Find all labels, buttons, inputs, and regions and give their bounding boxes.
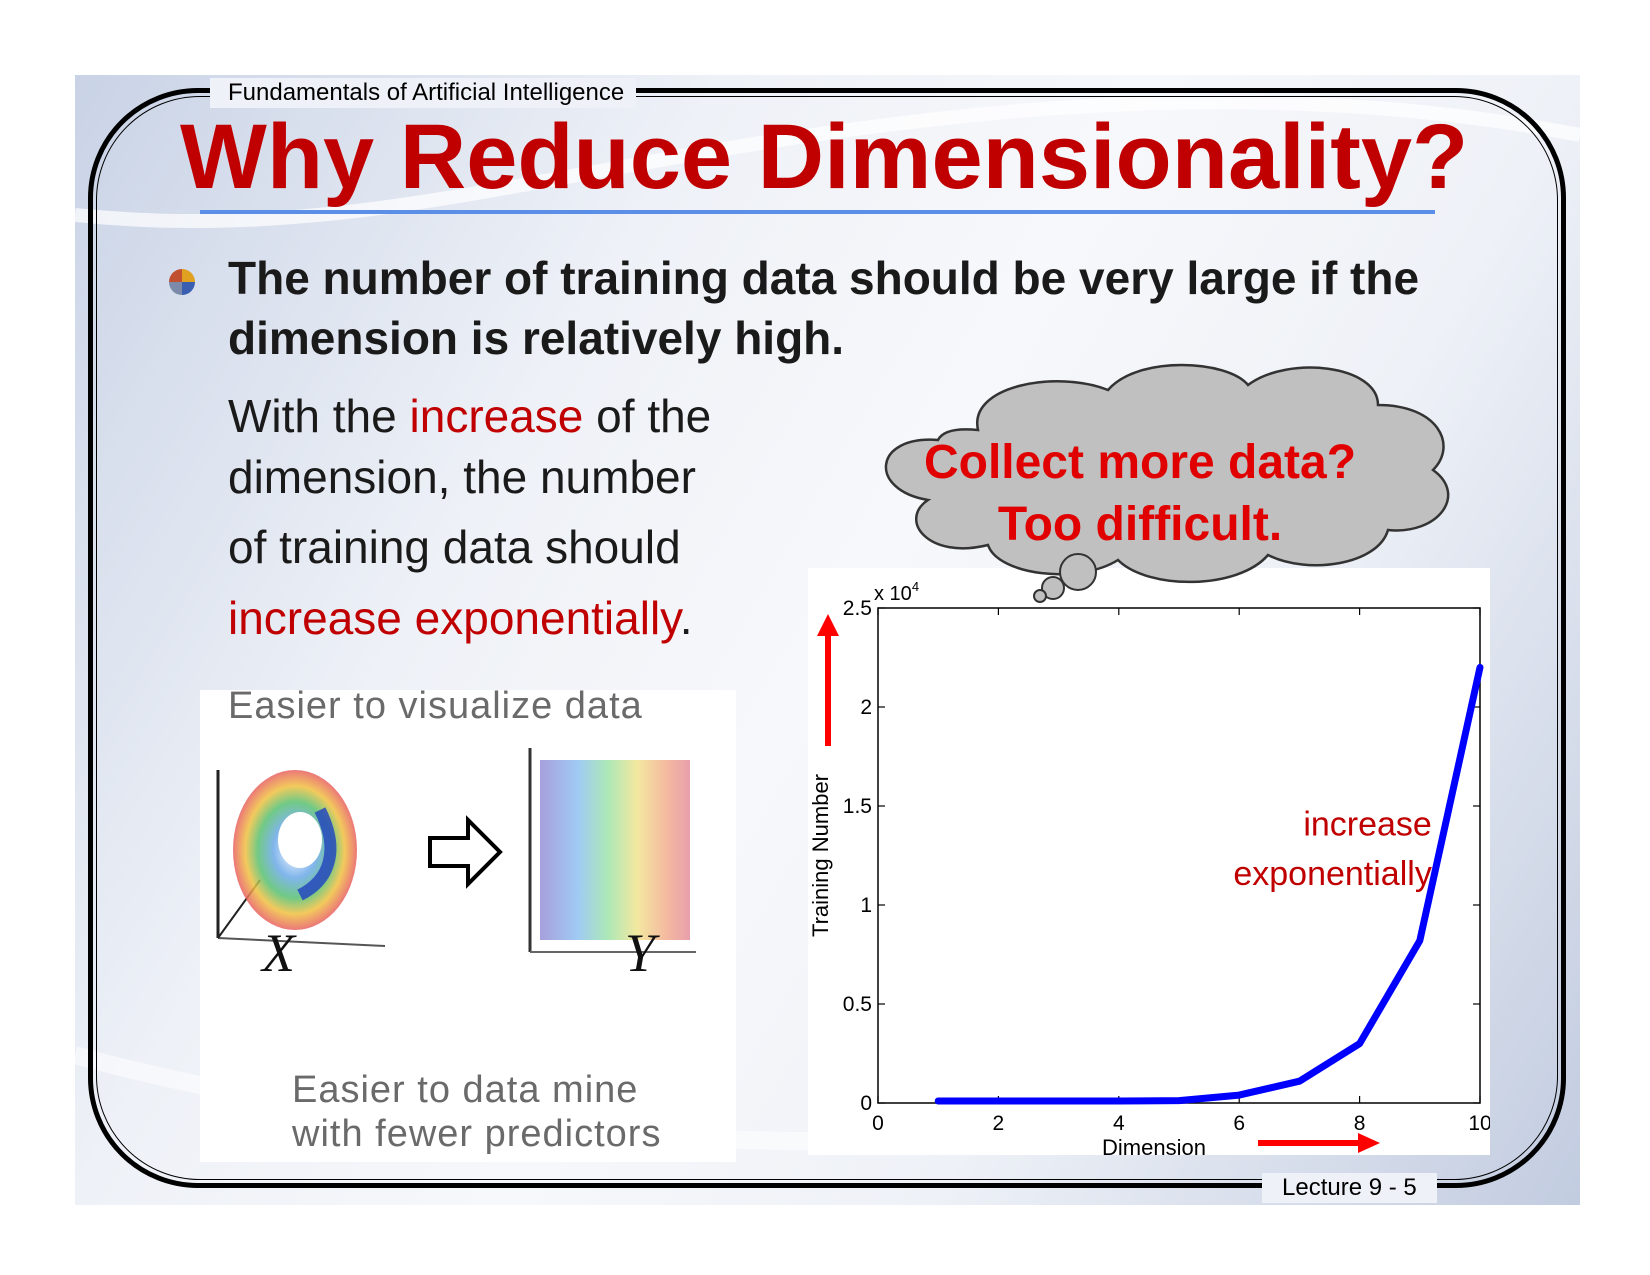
y-tick-label: 2	[860, 696, 872, 719]
thought-bubble-text: Collect more data? Too difficult.	[900, 432, 1380, 556]
data-point	[995, 1098, 1002, 1105]
y-variable-label: Y	[625, 923, 656, 983]
multiplier-exponent: 4	[912, 579, 919, 594]
data-point	[1296, 1078, 1303, 1085]
text-span: .	[679, 592, 693, 644]
data-point	[1236, 1092, 1243, 1099]
x-axis-label: Dimension	[1102, 1135, 1206, 1155]
y-multiplier: x 104	[874, 579, 919, 605]
bubble-line-1: Collect more data?	[923, 436, 1357, 489]
y-tick-label: 0	[860, 1092, 872, 1115]
highlight-increase: increase	[409, 390, 584, 442]
pie-bullet-icon	[169, 269, 195, 295]
data-point	[1477, 664, 1483, 671]
series-line	[934, 663, 1484, 1105]
x-tick-label: 6	[1233, 1112, 1245, 1135]
x-variable-label: X	[262, 923, 295, 983]
bullet-text: The number of training data should be ve…	[228, 252, 1420, 364]
x-tick-label: 10	[1468, 1112, 1490, 1135]
up-red-arrow	[817, 614, 839, 746]
annotation-increase: increase	[1303, 806, 1432, 844]
thought-bubble	[884, 363, 1450, 603]
x-tick-label: 8	[1354, 1112, 1366, 1135]
data-point	[1416, 937, 1423, 944]
x-tick-label: 2	[993, 1112, 1005, 1135]
series-group	[934, 663, 1484, 1105]
y-axis-label: Training Number	[808, 774, 833, 937]
lecture-label: Lecture 9 - 5	[1262, 1173, 1437, 1203]
x-tick-label: 0	[872, 1112, 884, 1135]
y-tick-label: 0.5	[843, 993, 872, 1016]
data-point	[1176, 1097, 1182, 1104]
data-point	[1115, 1098, 1122, 1105]
highlight-exponentially: increase exponentially	[228, 592, 680, 644]
slide-frame-inner	[96, 96, 1558, 1180]
y-tick-label: 1	[860, 894, 872, 917]
data-point	[1356, 1040, 1363, 1047]
paragraph-line-2: dimension, the number	[228, 451, 696, 503]
slide-title: Why Reduce Dimensionality?	[180, 106, 1469, 208]
right-arrow-icon	[428, 815, 503, 889]
figure-top-caption: Easier to visualize data	[228, 685, 643, 727]
axis-ticks: 0 2 4 6 8 10 0 0.5 1 1.5 2 2.5	[843, 597, 1490, 1135]
figure-illustration	[216, 748, 696, 953]
annotation-exponentially: exponentially	[1233, 855, 1431, 893]
chart-background	[808, 568, 1490, 1155]
paragraph-line-1: With the increase of the	[228, 390, 828, 442]
bubble-dot-small	[1033, 589, 1047, 603]
title-underline	[200, 210, 1435, 214]
bubble-dot-medium	[1041, 576, 1065, 600]
multiplier-base: x 10	[874, 583, 912, 605]
data-point	[935, 1098, 942, 1105]
swiss-roll-band	[297, 807, 337, 901]
caption-line-2: with fewer predictors	[292, 1113, 662, 1155]
right-red-arrow	[1258, 1133, 1380, 1153]
data-point	[1055, 1098, 1062, 1105]
paragraph-line-3: of training data should	[228, 521, 681, 573]
training-number-chart: 0 2 4 6 8 10 0 0.5 1 1.5 2 2.5 Training Number Dime…	[808, 579, 1490, 1155]
bubble-dot-large	[1059, 553, 1097, 591]
figure-bottom-caption: Easier to data mine with fewer predictors	[292, 1068, 722, 1156]
swiss-roll-hole	[278, 812, 322, 868]
text-span: With the	[228, 390, 410, 442]
course-label: Fundamentals of Artificial Intelligence	[210, 78, 637, 108]
cloud-shape	[884, 363, 1450, 584]
y-tick-label: 1.5	[843, 795, 872, 818]
slide-frame	[88, 88, 1566, 1188]
x-tick-label: 4	[1113, 1112, 1125, 1135]
bubble-line-2: Too difficult.	[997, 498, 1283, 551]
caption-line-1: Easier to data mine	[292, 1069, 639, 1111]
paragraph-line-4: increase exponentially.	[228, 592, 828, 644]
y-tick-label: 2.5	[843, 597, 872, 620]
text-span: of the	[583, 390, 712, 442]
embedding-scatter	[540, 760, 690, 940]
